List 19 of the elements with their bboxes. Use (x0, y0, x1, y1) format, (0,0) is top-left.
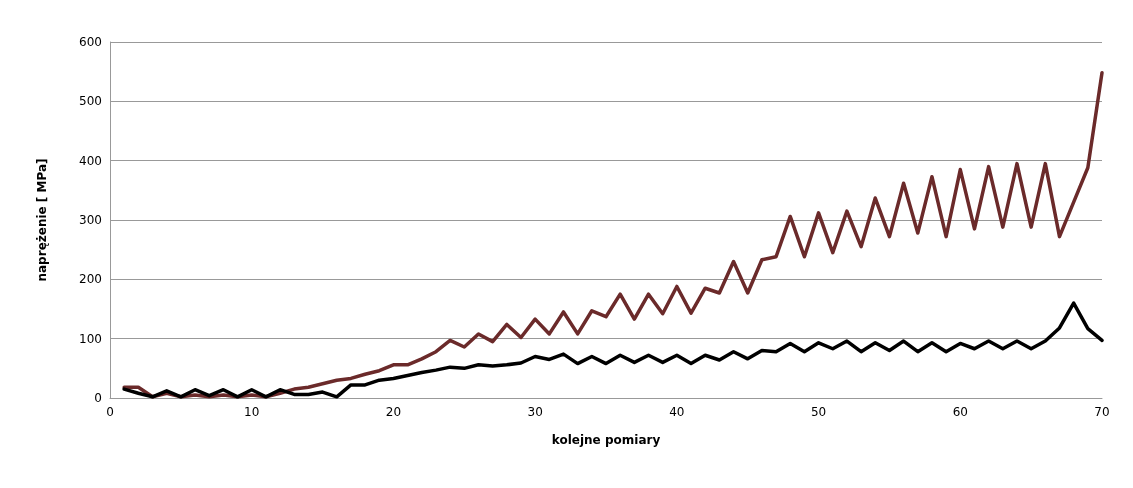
y-tick-label: 300 (79, 213, 102, 227)
x-tick-label: 10 (244, 405, 260, 419)
y-axis-title: naprężenie [ MPa] (35, 158, 49, 282)
x-tick-label: 40 (669, 405, 685, 419)
x-tick-label: 20 (385, 405, 402, 419)
y-tick-label: 100 (79, 331, 102, 346)
x-tick-label: 0 (106, 405, 114, 419)
x-tick-label: 50 (810, 405, 827, 419)
y-tick-label: 0 (94, 391, 102, 405)
x-axis-title: kolejne pomiary (551, 433, 661, 447)
line-series (122, 301, 1104, 399)
x-tick-label: 30 (527, 405, 543, 419)
y-tick-label: 400 (79, 153, 102, 168)
y-tick-label: 500 (79, 94, 102, 109)
x-tick-label: 60 (952, 405, 968, 419)
y-tick-label: 200 (79, 272, 102, 287)
x-tick-label: 70 (1094, 405, 1110, 419)
y-tick-label: 600 (79, 35, 102, 49)
line-series (122, 71, 1104, 399)
